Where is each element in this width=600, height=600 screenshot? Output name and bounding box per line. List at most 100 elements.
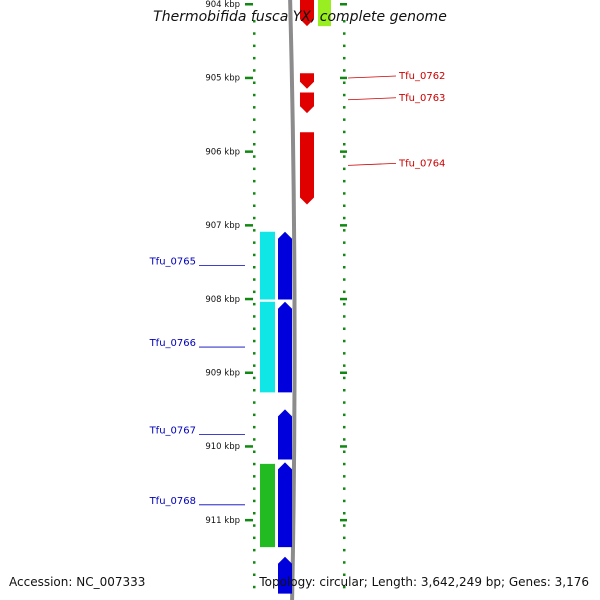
ruler-major-tick — [245, 150, 253, 153]
ruler-dot-left — [253, 438, 256, 441]
ruler-major-tick — [340, 371, 347, 374]
genome-backbone — [288, 0, 297, 600]
ruler-major-tick — [340, 224, 347, 227]
ruler-dot-right — [343, 81, 346, 84]
ruler-dot-right — [343, 376, 346, 380]
ruler-tick-label: 911 kbp — [205, 516, 240, 526]
gene-label-leader — [347, 97, 397, 101]
ruler-dot-left — [253, 106, 256, 109]
gene-feature — [260, 231, 275, 300]
ruler-major-tick — [340, 3, 347, 6]
gene-feature — [260, 301, 275, 393]
ruler-major-tick — [340, 297, 347, 301]
ruler-dot-left — [253, 143, 256, 146]
ruler-dot-right — [343, 536, 346, 540]
gene-feature — [300, 132, 314, 205]
ruler-dot-right — [343, 487, 346, 490]
ruler-dot-right — [343, 352, 346, 355]
gene-feature — [300, 0, 314, 27]
gene-label: Tfu_0767 — [149, 425, 196, 436]
ruler-dot-left — [253, 364, 256, 367]
gene-feature — [300, 92, 314, 114]
ruler-tick-label: 910 kbp — [205, 442, 240, 452]
ruler-dot-right — [343, 475, 346, 478]
gene-feature — [278, 409, 292, 460]
ruler-tick-label: 907 kbp — [205, 221, 240, 231]
ruler-dot-left — [253, 93, 256, 97]
ruler-dot-right — [343, 438, 346, 441]
ruler-dot-right — [343, 253, 346, 257]
ruler-major-tick — [340, 76, 347, 80]
ruler-dot-left — [253, 167, 256, 171]
ruler-dot-right — [343, 401, 346, 404]
ruler-dot-left — [253, 327, 256, 330]
ruler-major-tick — [340, 445, 347, 448]
ruler-dot-left — [253, 32, 256, 35]
ruler-major-tick — [245, 445, 253, 448]
ruler-dot-right — [343, 179, 346, 183]
ruler-dot-right — [343, 32, 346, 35]
gene-label: Tfu_0768 — [149, 496, 196, 507]
gene-feature — [278, 301, 292, 393]
ruler-dot-left — [253, 524, 256, 527]
ruler-dot-left — [253, 499, 256, 503]
ruler-major-tick — [245, 224, 253, 227]
ruler-dot-right — [343, 548, 346, 552]
ruler-dot-left — [253, 216, 256, 220]
ruler-major-tick — [245, 3, 253, 6]
ruler-dot-right — [343, 389, 346, 392]
gene-feature — [278, 462, 292, 548]
gene-feature — [278, 231, 292, 300]
ruler-dot-left — [253, 376, 256, 380]
ruler-dot-right — [343, 130, 346, 134]
gene-label: Tfu_0764 — [398, 158, 445, 169]
ruler-dot-left — [253, 266, 256, 269]
ruler-dot-right — [343, 561, 346, 564]
ruler-dot-left — [253, 302, 256, 306]
ruler-dot-right — [343, 216, 346, 220]
ruler-dot-right — [343, 315, 346, 318]
ruler-dot-left — [253, 352, 256, 355]
ruler-dot-left — [253, 278, 256, 281]
ruler-dot-left — [253, 204, 256, 207]
ruler-dot-right — [343, 143, 346, 146]
ruler-dot-left — [253, 253, 256, 257]
ruler-dot-right — [343, 229, 346, 232]
ruler-dot-right — [343, 69, 346, 72]
ruler-dot-right — [343, 413, 346, 417]
ruler-dot-left — [253, 561, 256, 564]
ruler-dot-right — [343, 278, 346, 281]
ruler-dot-right — [343, 266, 346, 269]
ruler-dot-left — [253, 290, 256, 294]
ruler-dot-right — [343, 93, 346, 97]
ruler-dot-right — [343, 573, 346, 576]
ruler-dot-right — [343, 302, 346, 306]
ruler-dot-left — [253, 130, 256, 134]
ruler-dot-right — [343, 339, 346, 343]
ruler-dot-right — [343, 512, 346, 515]
ruler-dot-right — [343, 118, 346, 121]
ruler-dot-left — [253, 229, 256, 232]
ruler-dot-right — [343, 44, 346, 48]
gene-label-leader — [347, 75, 397, 79]
ruler-dot-left — [253, 339, 256, 343]
ruler-dot-left — [253, 487, 256, 490]
ruler-dot-right — [343, 450, 346, 453]
accession-text: Accession: NC_007333 — [9, 575, 146, 589]
genome-summary-text: Topology: circular; Length: 3,642,249 bp… — [259, 575, 589, 589]
gene-label: Tfu_0766 — [149, 338, 196, 349]
ruler-dot-left — [253, 118, 256, 121]
ruler-dot-left — [253, 69, 256, 72]
ruler-dot-right — [343, 204, 346, 207]
gene-label: Tfu_0763 — [398, 93, 445, 104]
ruler-tick-label: 908 kbp — [205, 295, 240, 305]
ruler-dot-right — [343, 524, 346, 527]
ruler-dot-left — [253, 389, 256, 392]
ruler-tick-label: 906 kbp — [205, 147, 240, 157]
ruler-dot-right — [343, 585, 346, 589]
ruler-major-tick — [340, 150, 347, 153]
ruler-dot-left — [253, 548, 256, 552]
ruler-dot-right — [343, 425, 346, 429]
ruler-dot-right — [343, 290, 346, 294]
ruler-dot-right — [343, 20, 346, 23]
